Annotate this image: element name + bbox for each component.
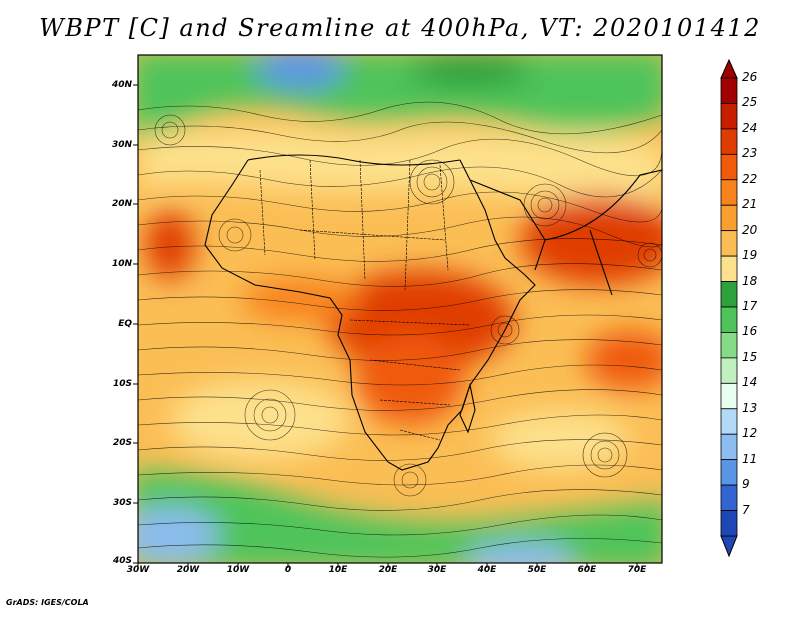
country-borders: [259, 159, 471, 441]
colorbar-top-arrow: [720, 58, 738, 79]
south-cold-spot-west: [138, 507, 220, 563]
lat-label-40n: 40N: [111, 80, 132, 90]
lon-label-60e: 60E: [577, 565, 597, 575]
colorbar-bottom-arrow: [720, 535, 738, 558]
grads-credit: GrADS: IGES/COLA: [6, 598, 89, 607]
colorbar-label: 12: [742, 426, 758, 441]
south-atlantic-yellow: [170, 380, 350, 460]
colorbar-cell: [720, 153, 738, 181]
arabian-sea-hotspot: [520, 195, 662, 285]
colorbar-cell: [720, 306, 738, 333]
lat-label-30n: 30N: [111, 140, 132, 150]
lon-label-10e: 10E: [328, 565, 348, 575]
equatorial-core: [325, 270, 515, 370]
north-dark-green: [410, 55, 530, 88]
colorbar-label: 22: [742, 171, 758, 186]
colorbar-cell: [720, 103, 738, 130]
colorbar-cell: [720, 382, 738, 410]
colorbar-cell: [720, 179, 738, 206]
colorbar: [720, 58, 738, 558]
colorbar-label: 15: [742, 349, 758, 364]
lon-label-40e: 40E: [477, 565, 497, 575]
indian-ocean-hot: [585, 330, 662, 390]
axis-ticks: [133, 84, 638, 568]
sahara-yellow: [140, 128, 662, 200]
lon-label-50e: 50E: [527, 565, 547, 575]
colorbar-label: 14: [742, 375, 758, 390]
west-africa-hotspot: [145, 210, 195, 280]
lat-label-20s: 20S: [112, 438, 132, 448]
north-cold-spot: [255, 55, 345, 90]
south-cold-spot-east: [465, 542, 575, 563]
colorbar-cell: [720, 357, 738, 384]
colorbar-label: 9: [742, 477, 750, 492]
lat-label-40s: 40S: [112, 556, 132, 566]
colorbar-cell: [720, 230, 738, 257]
lat-label-20n: 20N: [111, 199, 132, 209]
lon-label-10w: 10W: [226, 565, 250, 575]
colorbar-cell: [720, 459, 738, 486]
lon-label-20e: 20E: [378, 565, 398, 575]
lon-label-30e: 30E: [427, 565, 447, 575]
lon-label-70e: 70E: [627, 565, 647, 575]
colorbar-cell: [720, 510, 738, 537]
colorbar-label: 20: [742, 222, 758, 237]
colorbar-label: 16: [742, 324, 758, 339]
colorbar-label: 7: [742, 502, 750, 517]
colorbar-cell: [720, 332, 738, 359]
map-title: WBPT [C] and Sreamline at 400hPa, VT: 20…: [39, 14, 761, 42]
colorbar-cell: [720, 255, 738, 282]
colorbar-cell: [720, 433, 738, 461]
south-green-region: [138, 470, 662, 563]
colorbar-label: 11: [742, 451, 758, 466]
lon-label-30w: 30W: [126, 565, 150, 575]
lat-label-eq: EQ: [118, 319, 132, 329]
colorbar-cell: [720, 408, 738, 435]
colorbar-label: 18: [742, 273, 758, 288]
lon-label-20w: 20W: [176, 565, 200, 575]
lon-label-0: 0: [284, 565, 292, 575]
coastlines: [204, 154, 662, 471]
colorbar-label: 21: [742, 197, 758, 212]
colorbar-label: 26: [742, 70, 758, 84]
colorbar-label: 19: [742, 248, 758, 263]
colorbar-cell: [720, 77, 738, 104]
colorbar-cell: [720, 128, 738, 155]
colorbar-label: 25: [742, 95, 758, 110]
lat-label-30s: 30S: [112, 498, 132, 508]
lat-label-10n: 10N: [111, 259, 132, 269]
colorbar-label: 24: [742, 120, 758, 135]
colorbar-cell: [720, 204, 738, 232]
colorbar-cell: [720, 484, 738, 511]
colorbar-label: 13: [742, 400, 758, 415]
central-africa-hot: [355, 335, 465, 425]
colorbar-cell: [720, 281, 738, 308]
streamlines: [138, 101, 662, 558]
colorbar-label: 23: [742, 146, 758, 161]
lat-label-10s: 10S: [112, 379, 132, 389]
colorbar-label: 17: [742, 299, 758, 313]
map-frame: [137, 54, 663, 564]
gulf-guinea-warm: [240, 278, 360, 322]
